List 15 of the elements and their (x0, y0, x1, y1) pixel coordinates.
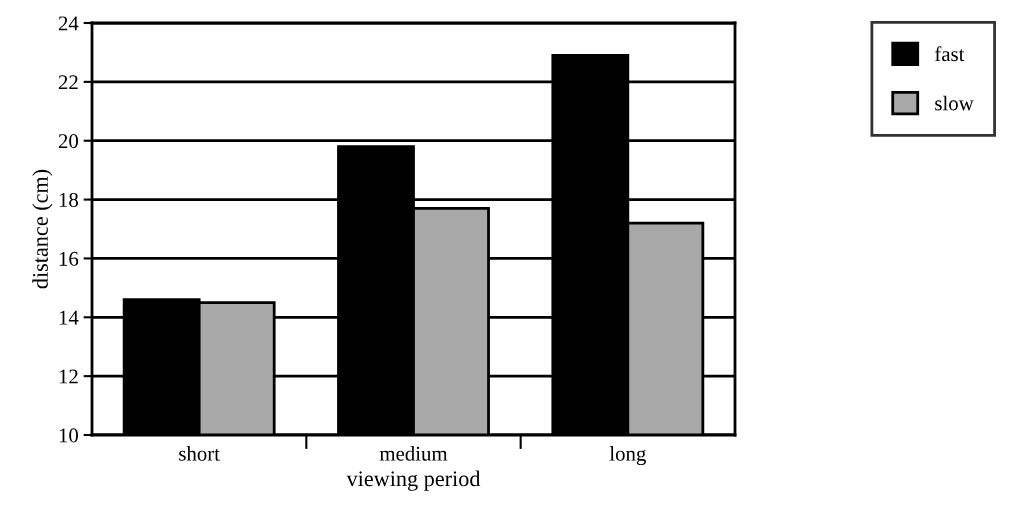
y-tick-label: 14 (59, 310, 79, 325)
y-tick-label: 12 (59, 369, 78, 384)
legend-label: slow (935, 95, 974, 111)
y-axis-title: distance (cm) (32, 169, 53, 289)
y-tick-label: 22 (58, 75, 78, 90)
x-axis-title: viewing period (346, 470, 481, 491)
y-tick-label: 10 (59, 428, 79, 443)
x-tick-label: long (609, 446, 646, 466)
y-tick-label: 24 (58, 16, 79, 31)
x-tick-label: short (179, 446, 220, 461)
y-tick-label: 20 (58, 134, 79, 149)
y-tick-label: 16 (59, 251, 79, 266)
y-tick-label: 18 (59, 192, 79, 207)
x-tick-label: medium (379, 446, 448, 461)
legend-label: fast (935, 46, 965, 62)
